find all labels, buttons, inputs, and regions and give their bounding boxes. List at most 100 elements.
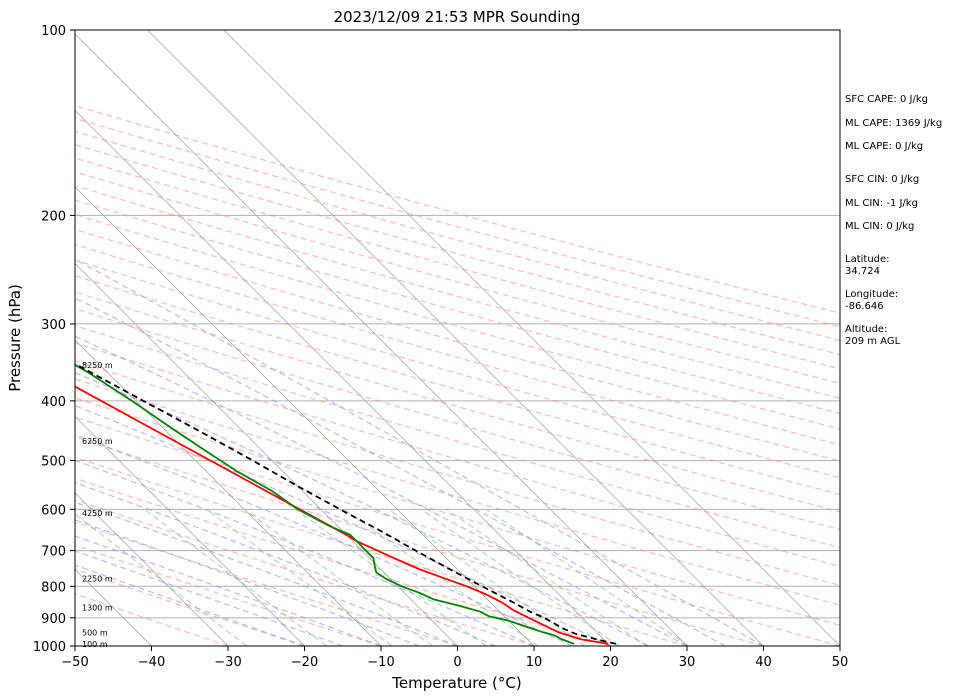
moist-adiabat-line [75,297,726,646]
x-tick-label: −40 [138,655,165,670]
x-tick-label: 20 [602,655,619,670]
x-axis-label: Temperature (°C) [391,674,521,692]
y-tick-label: 700 [41,545,66,560]
mixing-ratio-line [144,508,327,646]
mixing-ratio-line [344,508,539,646]
latitude-label: Latitude: [845,254,890,265]
ml-cape-text-1: ML CAPE: 1369 J/kg [845,118,942,129]
dry-adiabat-line [75,456,688,646]
x-tick-label: 10 [526,655,543,670]
ml-cin-text-1: ML CIN: -1 J/kg [845,198,918,209]
chart-title: 2023/12/09 21:53 MPR Sounding [334,8,581,26]
mixing-ratio-line [486,508,690,646]
y-tick-label: 200 [41,209,66,224]
altitude-label: Altitude: [845,324,887,335]
x-tick-label: 30 [679,655,696,670]
y-tick-label: 600 [41,503,66,518]
dry-adiabat-line [75,143,840,356]
longitude-label: Longitude: [845,289,898,300]
ml-cin-text-2: ML CIN: 0 J/kg [845,221,914,232]
dry-adiabat-line [75,544,382,646]
height-label: 100 m [82,640,108,649]
x-tick-label: 0 [453,655,461,670]
longitude-value: -86.646 [845,301,884,312]
isotherm-line [75,33,688,646]
dry-adiabat-line [75,397,840,626]
dry-adiabat-line [75,213,840,430]
isotherm-line [75,262,458,646]
y-axis-label: Pressure (hPa) [6,284,24,392]
x-tick-label: −20 [291,655,318,670]
x-tick-label: −30 [214,655,241,670]
altitude-value: 209 m AGL [845,336,901,347]
y-tick-label: 800 [41,580,66,595]
parcel-profile [75,362,617,645]
moist-adiabat-line [75,519,420,646]
ml-cape-text-2: ML CAPE: 0 J/kg [845,141,923,152]
height-label: 2250 m [82,574,113,583]
sfc-cin-text: SFC CIN: 0 J/kg [845,174,919,185]
plot-frame [74,29,841,647]
height-labels: 100 m 500 m 1300 m 2250 m 4250 m 6250 m 8250 m [82,361,113,649]
dry-adiabat-line [75,275,840,496]
isotherm-line [223,30,840,646]
y-tick-label: 900 [41,612,66,627]
moist-adiabat-line [75,481,497,646]
dry-adiabat-line [75,593,229,646]
x-tick-label: 40 [755,655,772,670]
dry-adiabat-line [75,291,840,513]
sounding-parameters: SFC CAPE: 0 J/kg ML CAPE: 1369 J/kg ML C… [845,94,942,347]
y-tick-label: 100 [41,24,66,39]
dry-adiabat-line [75,416,840,646]
isotherm-line [147,30,764,646]
y-tick-label: 300 [41,318,66,333]
y-tick-label: 500 [41,455,66,470]
moist-adiabat-line [75,434,573,646]
mixing-ratio-line [244,508,433,646]
dry-adiabat-line [75,171,840,385]
mixing-ratio-line [206,508,393,646]
x-tick-label: 50 [832,655,849,670]
y-axis-ticks: 100 200 300 400 500 600 700 800 900 1000 [33,24,75,655]
dewpoint-profile [75,363,575,645]
moist-adiabat-line [75,335,688,646]
x-tick-label: −50 [61,655,88,670]
moist-adiabat-line [75,405,611,646]
x-tick-label: −10 [367,655,394,670]
dry-adiabat-line [75,130,840,342]
dry-adiabat-line [75,378,840,606]
isotherm-line [75,492,229,646]
temperature-profile [75,385,609,645]
mixing-ratio-line [446,508,647,646]
mixing-ratio-line [388,508,586,646]
height-label: 500 m [82,628,108,637]
dry-adiabat-line [75,157,840,370]
dry-adiabat-line [75,228,840,446]
dry-adiabat-line [75,342,840,567]
isotherm-line [75,415,305,646]
background-lines [75,30,840,646]
dry-adiabat-line [75,185,840,399]
height-label: 4250 m [82,509,113,518]
moist-adiabat-line [75,459,535,646]
moist-adiabat-line [75,372,650,646]
mixing-ratio-line [75,513,248,646]
height-label: 1300 m [82,604,113,613]
isotherm-line [75,339,382,646]
dry-adiabat-line [75,117,840,328]
x-axis-ticks: −50 −40 −30 −20 −10 0 10 20 30 40 50 [61,646,848,670]
dry-adiabat-line [75,259,840,479]
dry-adiabat-line [75,521,458,646]
sfc-cape-text: SFC CAPE: 0 J/kg [845,94,928,105]
y-tick-label: 400 [41,395,66,410]
dry-adiabat-line [75,360,840,587]
latitude-value: 34.724 [845,266,880,277]
dry-adiabat-line [75,307,840,531]
profile-series [75,362,617,645]
dry-adiabat-line [75,324,840,549]
mixing-ratio-line [420,508,620,646]
moist-adiabat-line [75,258,764,646]
height-label: 6250 m [82,437,113,446]
dry-adiabat-line [75,477,611,646]
height-label: 8250 m [82,361,113,370]
